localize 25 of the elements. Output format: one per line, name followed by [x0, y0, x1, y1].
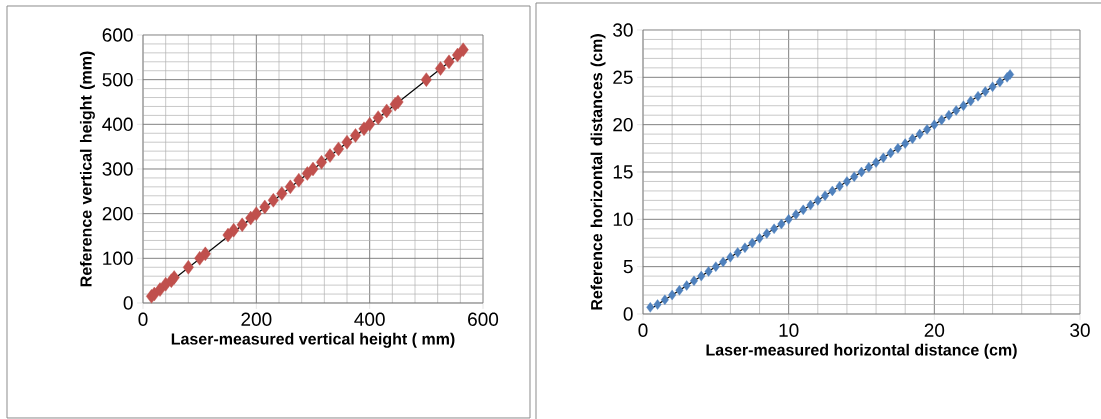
x-tick-label: 400 [354, 312, 385, 326]
x-axis-title: Laser-measured horizontal distance (cm) [706, 343, 1017, 359]
x-tick-label: 0 [138, 312, 148, 326]
y-tick-label: 25 [613, 70, 633, 85]
x-tick-label: 200 [241, 312, 272, 326]
y-tick-label: 500 [102, 72, 133, 87]
y-tick-label: 20 [613, 117, 633, 132]
y-tick-label: 600 [102, 28, 133, 42]
y-tick-label: 0 [123, 296, 133, 310]
x-tick-label: 0 [638, 323, 648, 337]
y-tick-label: 30 [613, 23, 633, 37]
y-axis-title: Reference horizontal distances (cm) [590, 34, 606, 310]
y-tick-label: 400 [102, 117, 133, 132]
x-tick-label: 30 [1070, 323, 1090, 337]
x-tick-label: 600 [468, 312, 499, 326]
x-tick-label: 20 [924, 323, 945, 337]
y-axis-title: Reference vertical height (mm) [79, 51, 95, 287]
x-tick-label: 10 [779, 323, 799, 337]
y-tick-label: 5 [623, 260, 633, 274]
y-tick-label: 200 [102, 206, 133, 221]
y-tick-label: 15 [613, 165, 633, 179]
y-tick-label: 100 [103, 251, 133, 266]
y-tick-label: 300 [102, 162, 133, 176]
y-tick-label: 10 [613, 212, 633, 227]
x-axis-title: Laser-measured vertical height ( mm) [171, 332, 455, 348]
